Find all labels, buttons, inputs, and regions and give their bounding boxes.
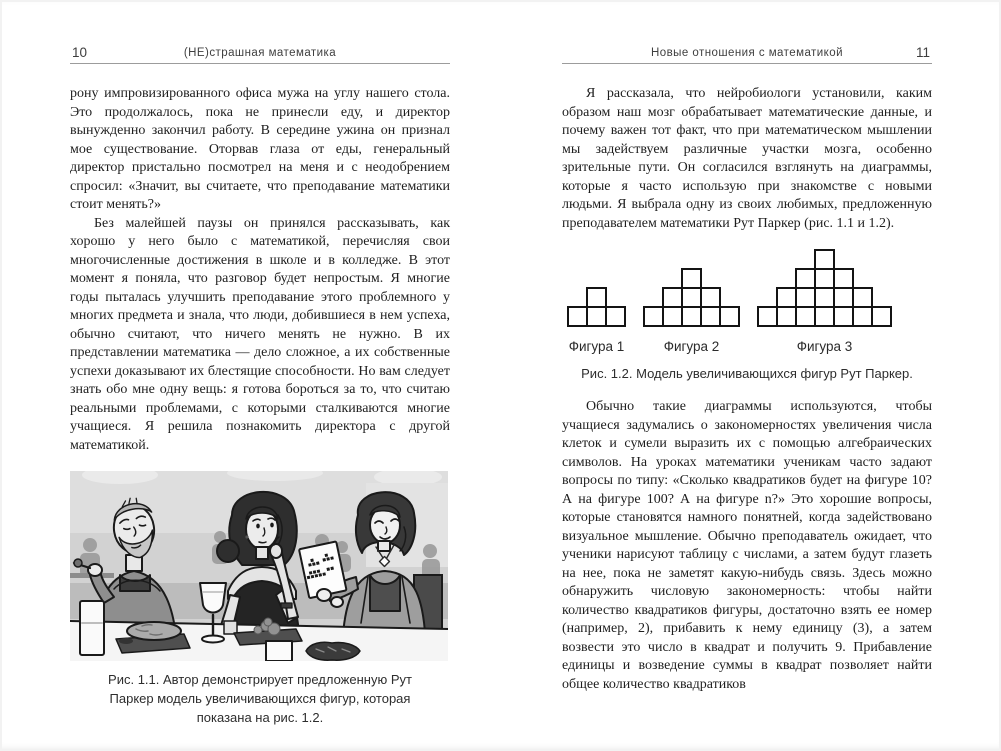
- page-right: Новые отношения с математикой 11 Я расск…: [562, 44, 932, 694]
- diagram-square: [814, 268, 835, 289]
- diagram-square: [852, 306, 873, 327]
- restaurant-dinner-illustration: [70, 471, 448, 661]
- body-paragraph: Я рассказала, что нейробиологи установил…: [562, 86, 932, 231]
- diagram-square: [681, 268, 702, 289]
- diagram-square: [662, 306, 683, 327]
- diagram-square: [795, 306, 816, 327]
- diagram-square: [776, 287, 797, 308]
- small-cup: [223, 620, 238, 635]
- figure-label: Фигура 3: [796, 339, 853, 354]
- wine-glass: [199, 582, 227, 614]
- figure-1-1: Рис. 1.1. Автор демонстрирует предложенн…: [70, 471, 450, 727]
- diagram-square: [662, 287, 683, 308]
- diagram-square: [567, 306, 588, 327]
- page-header-left: 10 (НЕ)страшная математика: [70, 44, 450, 64]
- diagram-square: [700, 287, 721, 308]
- figure-label: Фигура 1: [568, 339, 625, 354]
- growing-squares-figure: Фигура 2: [643, 268, 740, 354]
- page-header-right: Новые отношения с математикой 11: [562, 44, 932, 64]
- figure-1-2-diagram: Фигура 1 Фигура 2 Фигура 3: [562, 249, 932, 354]
- body-paragraph: рону импровизированного офиса мужа на уг…: [70, 86, 450, 212]
- diagram-square: [814, 306, 835, 327]
- figure-label: Фигура 2: [663, 339, 720, 354]
- diagram-square: [833, 306, 854, 327]
- diagram-square: [757, 306, 778, 327]
- diagram-square: [586, 287, 607, 308]
- flatbread: [126, 621, 182, 641]
- body-paragraph: Без малейшей паузы он принялся рассказыв…: [70, 215, 450, 453]
- running-head-right: Новые отношения с математикой: [651, 47, 843, 59]
- diagram-square: [833, 268, 854, 289]
- diagram-square: [700, 306, 721, 327]
- growing-squares-figure: Фигура 3: [757, 249, 892, 354]
- second-glass: [265, 640, 293, 661]
- diagram-square: [795, 287, 816, 308]
- page-number-right: 11: [915, 45, 930, 60]
- diagram-square: [681, 306, 702, 327]
- figure-1-2-caption: Рис. 1.2. Модель увеличивающихся фигур Р…: [581, 366, 913, 381]
- figure-1-1-caption: Рис. 1.1. Автор демонстрирует предложенн…: [108, 672, 412, 725]
- salad-dish: [305, 641, 361, 661]
- diagram-square: [643, 306, 664, 327]
- table-items: [79, 582, 361, 661]
- body-paragraph: Обычно такие диаграммы используются, что…: [562, 399, 932, 692]
- diagram-square: [833, 287, 854, 308]
- page-number-left: 10: [72, 45, 88, 60]
- diagram-square: [814, 249, 835, 270]
- diagram-square: [586, 306, 607, 327]
- diagram-square: [719, 306, 740, 327]
- diagram-square: [852, 287, 873, 308]
- growing-squares-figure: Фигура 1: [567, 287, 626, 354]
- water-glass: [79, 600, 105, 656]
- diagram-square: [814, 287, 835, 308]
- diagram-square: [605, 306, 626, 327]
- woman-showing-card: [298, 491, 427, 661]
- card-with-squares-diagram: [298, 540, 348, 599]
- diagram-square: [776, 306, 797, 327]
- diagram-square: [795, 268, 816, 289]
- diagram-square: [681, 287, 702, 308]
- page-left: 10 (НЕ)страшная математика рону импровиз…: [70, 44, 450, 727]
- running-head-left: (НЕ)страшная математика: [183, 47, 337, 59]
- diagram-square: [871, 306, 892, 327]
